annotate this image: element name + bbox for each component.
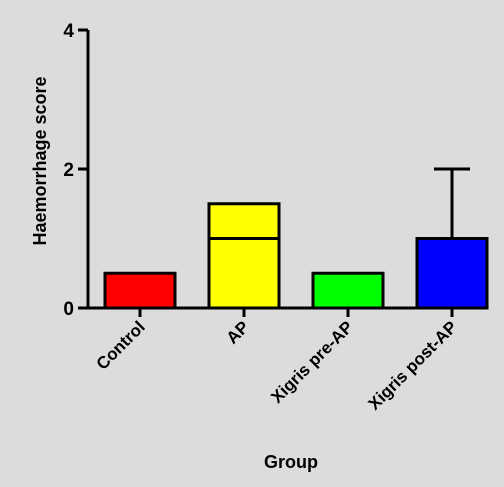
y-tick-label: 2 bbox=[63, 160, 74, 181]
category-label: Xigris pre-AP bbox=[267, 317, 357, 407]
y-ticks: 0 2 4 bbox=[63, 21, 88, 320]
bar bbox=[103, 271, 177, 310]
category-label: Xigris post-AP bbox=[365, 317, 461, 413]
category-label: AP bbox=[223, 317, 253, 347]
bars bbox=[103, 167, 489, 310]
bar bbox=[311, 271, 385, 310]
y-tick-label: 0 bbox=[63, 299, 74, 320]
x-ticks: Control AP Xigris pre-AP Xigris post-AP bbox=[93, 308, 461, 414]
bar bbox=[207, 202, 281, 310]
bar bbox=[415, 237, 489, 310]
category-label: Control bbox=[93, 317, 149, 373]
y-axis-title: Haemorrhage score bbox=[30, 76, 50, 245]
x-axis-title: Group bbox=[264, 452, 318, 472]
y-tick-label: 4 bbox=[63, 21, 74, 42]
